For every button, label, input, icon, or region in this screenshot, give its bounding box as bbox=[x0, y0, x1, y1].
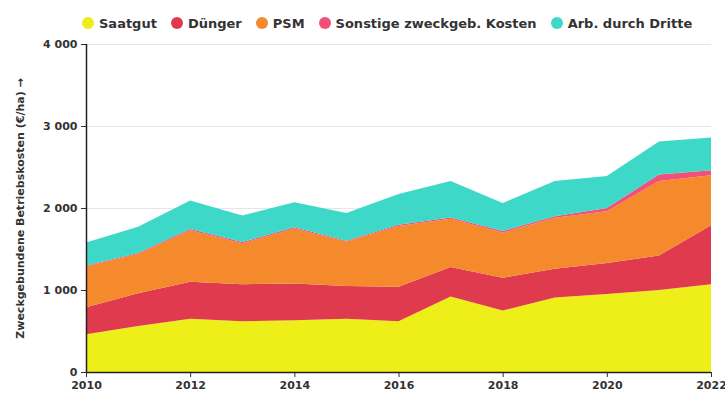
svg-text:2014: 2014 bbox=[280, 379, 311, 392]
svg-text:2016: 2016 bbox=[384, 379, 415, 392]
svg-text:2012: 2012 bbox=[175, 379, 206, 392]
svg-text:2022: 2022 bbox=[696, 379, 725, 392]
html-text:Dünger: Dünger bbox=[187, 15, 242, 31]
svg-text:2018: 2018 bbox=[488, 379, 519, 392]
svg-text:Zweckgebundene Betriebskosten: Zweckgebundene Betriebskosten (€/ha) → bbox=[14, 78, 27, 338]
html-text:Sonstige zweckgeb. Kosten: Sonstige zweckgeb. Kosten bbox=[335, 15, 537, 31]
svg-text:3 000: 3 000 bbox=[43, 120, 78, 133]
svg-text:2020: 2020 bbox=[592, 379, 623, 392]
svg-text:4 000: 4 000 bbox=[43, 38, 78, 51]
svg-text:2 000: 2 000 bbox=[43, 202, 78, 215]
html-text:PSM: PSM bbox=[272, 15, 305, 31]
svg-text:2010: 2010 bbox=[71, 379, 102, 392]
html-text:Saatgut: Saatgut bbox=[99, 15, 157, 31]
svg-text:0: 0 bbox=[70, 366, 78, 379]
svg-text:1 000: 1 000 bbox=[43, 284, 78, 297]
html-text:Arb. durch Dritte: Arb. durch Dritte bbox=[567, 15, 693, 31]
